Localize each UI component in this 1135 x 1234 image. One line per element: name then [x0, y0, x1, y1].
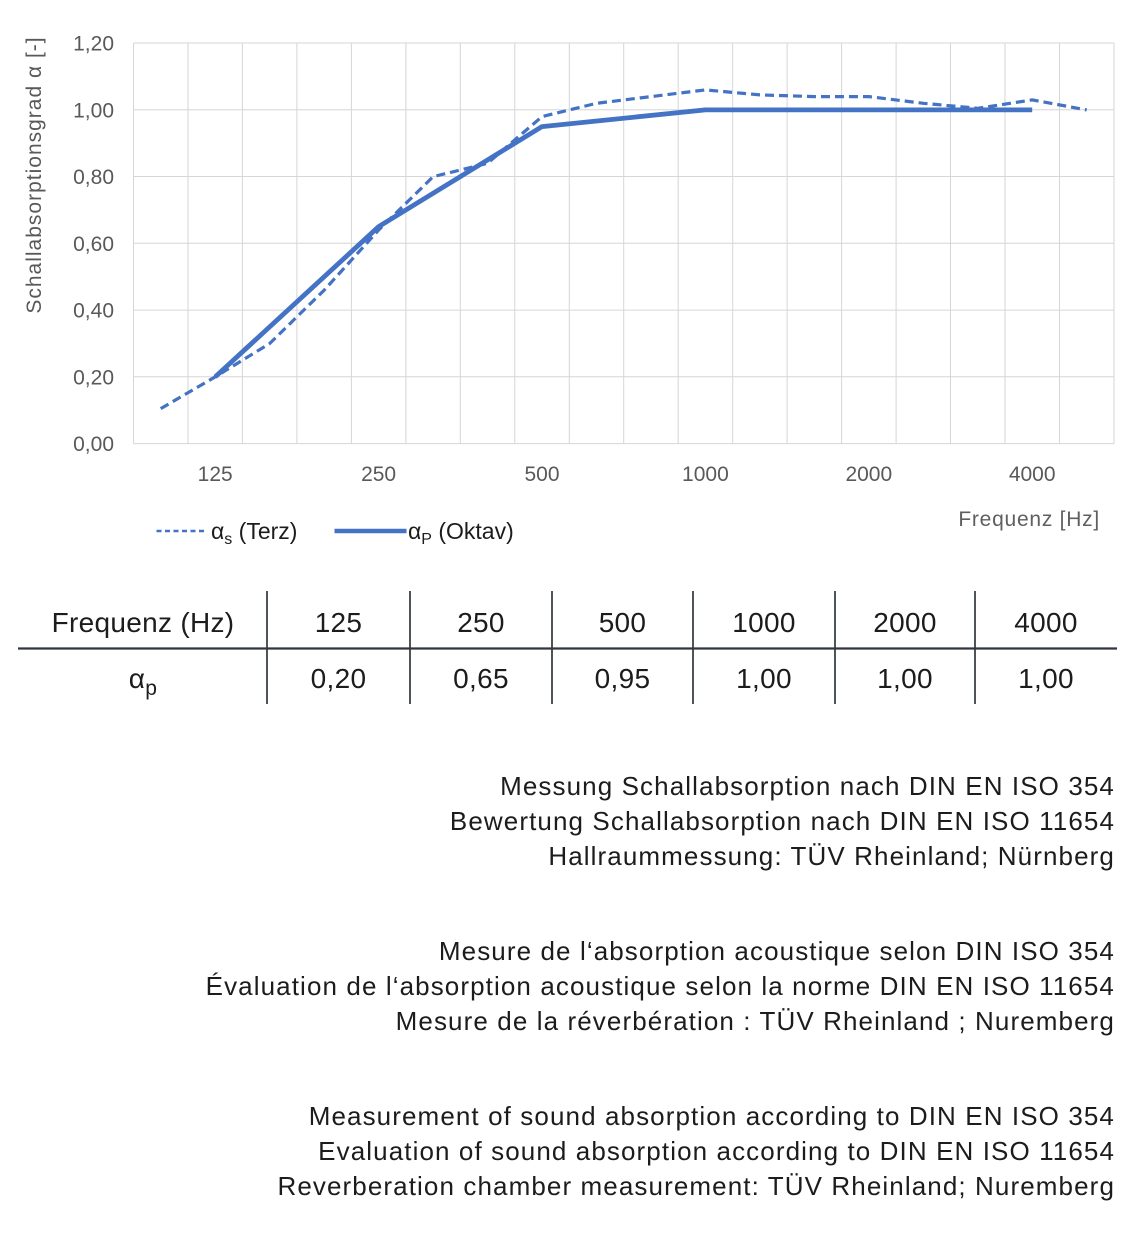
svg-text:1,00: 1,00 — [73, 99, 114, 122]
svg-text:1000: 1000 — [732, 607, 796, 638]
svg-text:125: 125 — [315, 607, 363, 638]
svg-text:αP (Oktav): αP (Oktav) — [408, 518, 514, 548]
svg-text:1,00: 1,00 — [877, 663, 933, 694]
svg-text:1,20: 1,20 — [73, 33, 114, 56]
svg-text:4000: 4000 — [1014, 607, 1078, 638]
svg-text:2000: 2000 — [873, 607, 937, 638]
svg-text:Frequenz [Hz]: Frequenz [Hz] — [958, 508, 1100, 531]
svg-text:0,95: 0,95 — [595, 663, 651, 694]
svg-text:1,00: 1,00 — [1018, 663, 1074, 694]
svg-text:0,80: 0,80 — [73, 166, 114, 189]
svg-text:500: 500 — [524, 463, 559, 486]
svg-text:4000: 4000 — [1009, 463, 1056, 486]
svg-text:0,65: 0,65 — [453, 663, 509, 694]
svg-text:2000: 2000 — [845, 463, 892, 486]
svg-text:1000: 1000 — [682, 463, 729, 486]
svg-text:Frequenz (Hz): Frequenz (Hz) — [52, 607, 235, 638]
svg-text:αp: αp — [129, 663, 157, 700]
svg-text:αs (Terz): αs (Terz) — [211, 518, 297, 548]
svg-text:125: 125 — [198, 463, 233, 486]
svg-text:0,00: 0,00 — [73, 433, 114, 456]
svg-text:500: 500 — [599, 607, 647, 638]
svg-text:Schallabsorptionsgrad α [-]: Schallabsorptionsgrad α [-] — [23, 36, 46, 313]
svg-text:0,60: 0,60 — [73, 233, 114, 256]
svg-text:250: 250 — [457, 607, 505, 638]
svg-text:1,00: 1,00 — [736, 663, 792, 694]
svg-text:0,20: 0,20 — [311, 663, 367, 694]
svg-text:250: 250 — [361, 463, 396, 486]
svg-text:0,20: 0,20 — [73, 366, 114, 389]
svg-text:0,40: 0,40 — [73, 300, 114, 323]
